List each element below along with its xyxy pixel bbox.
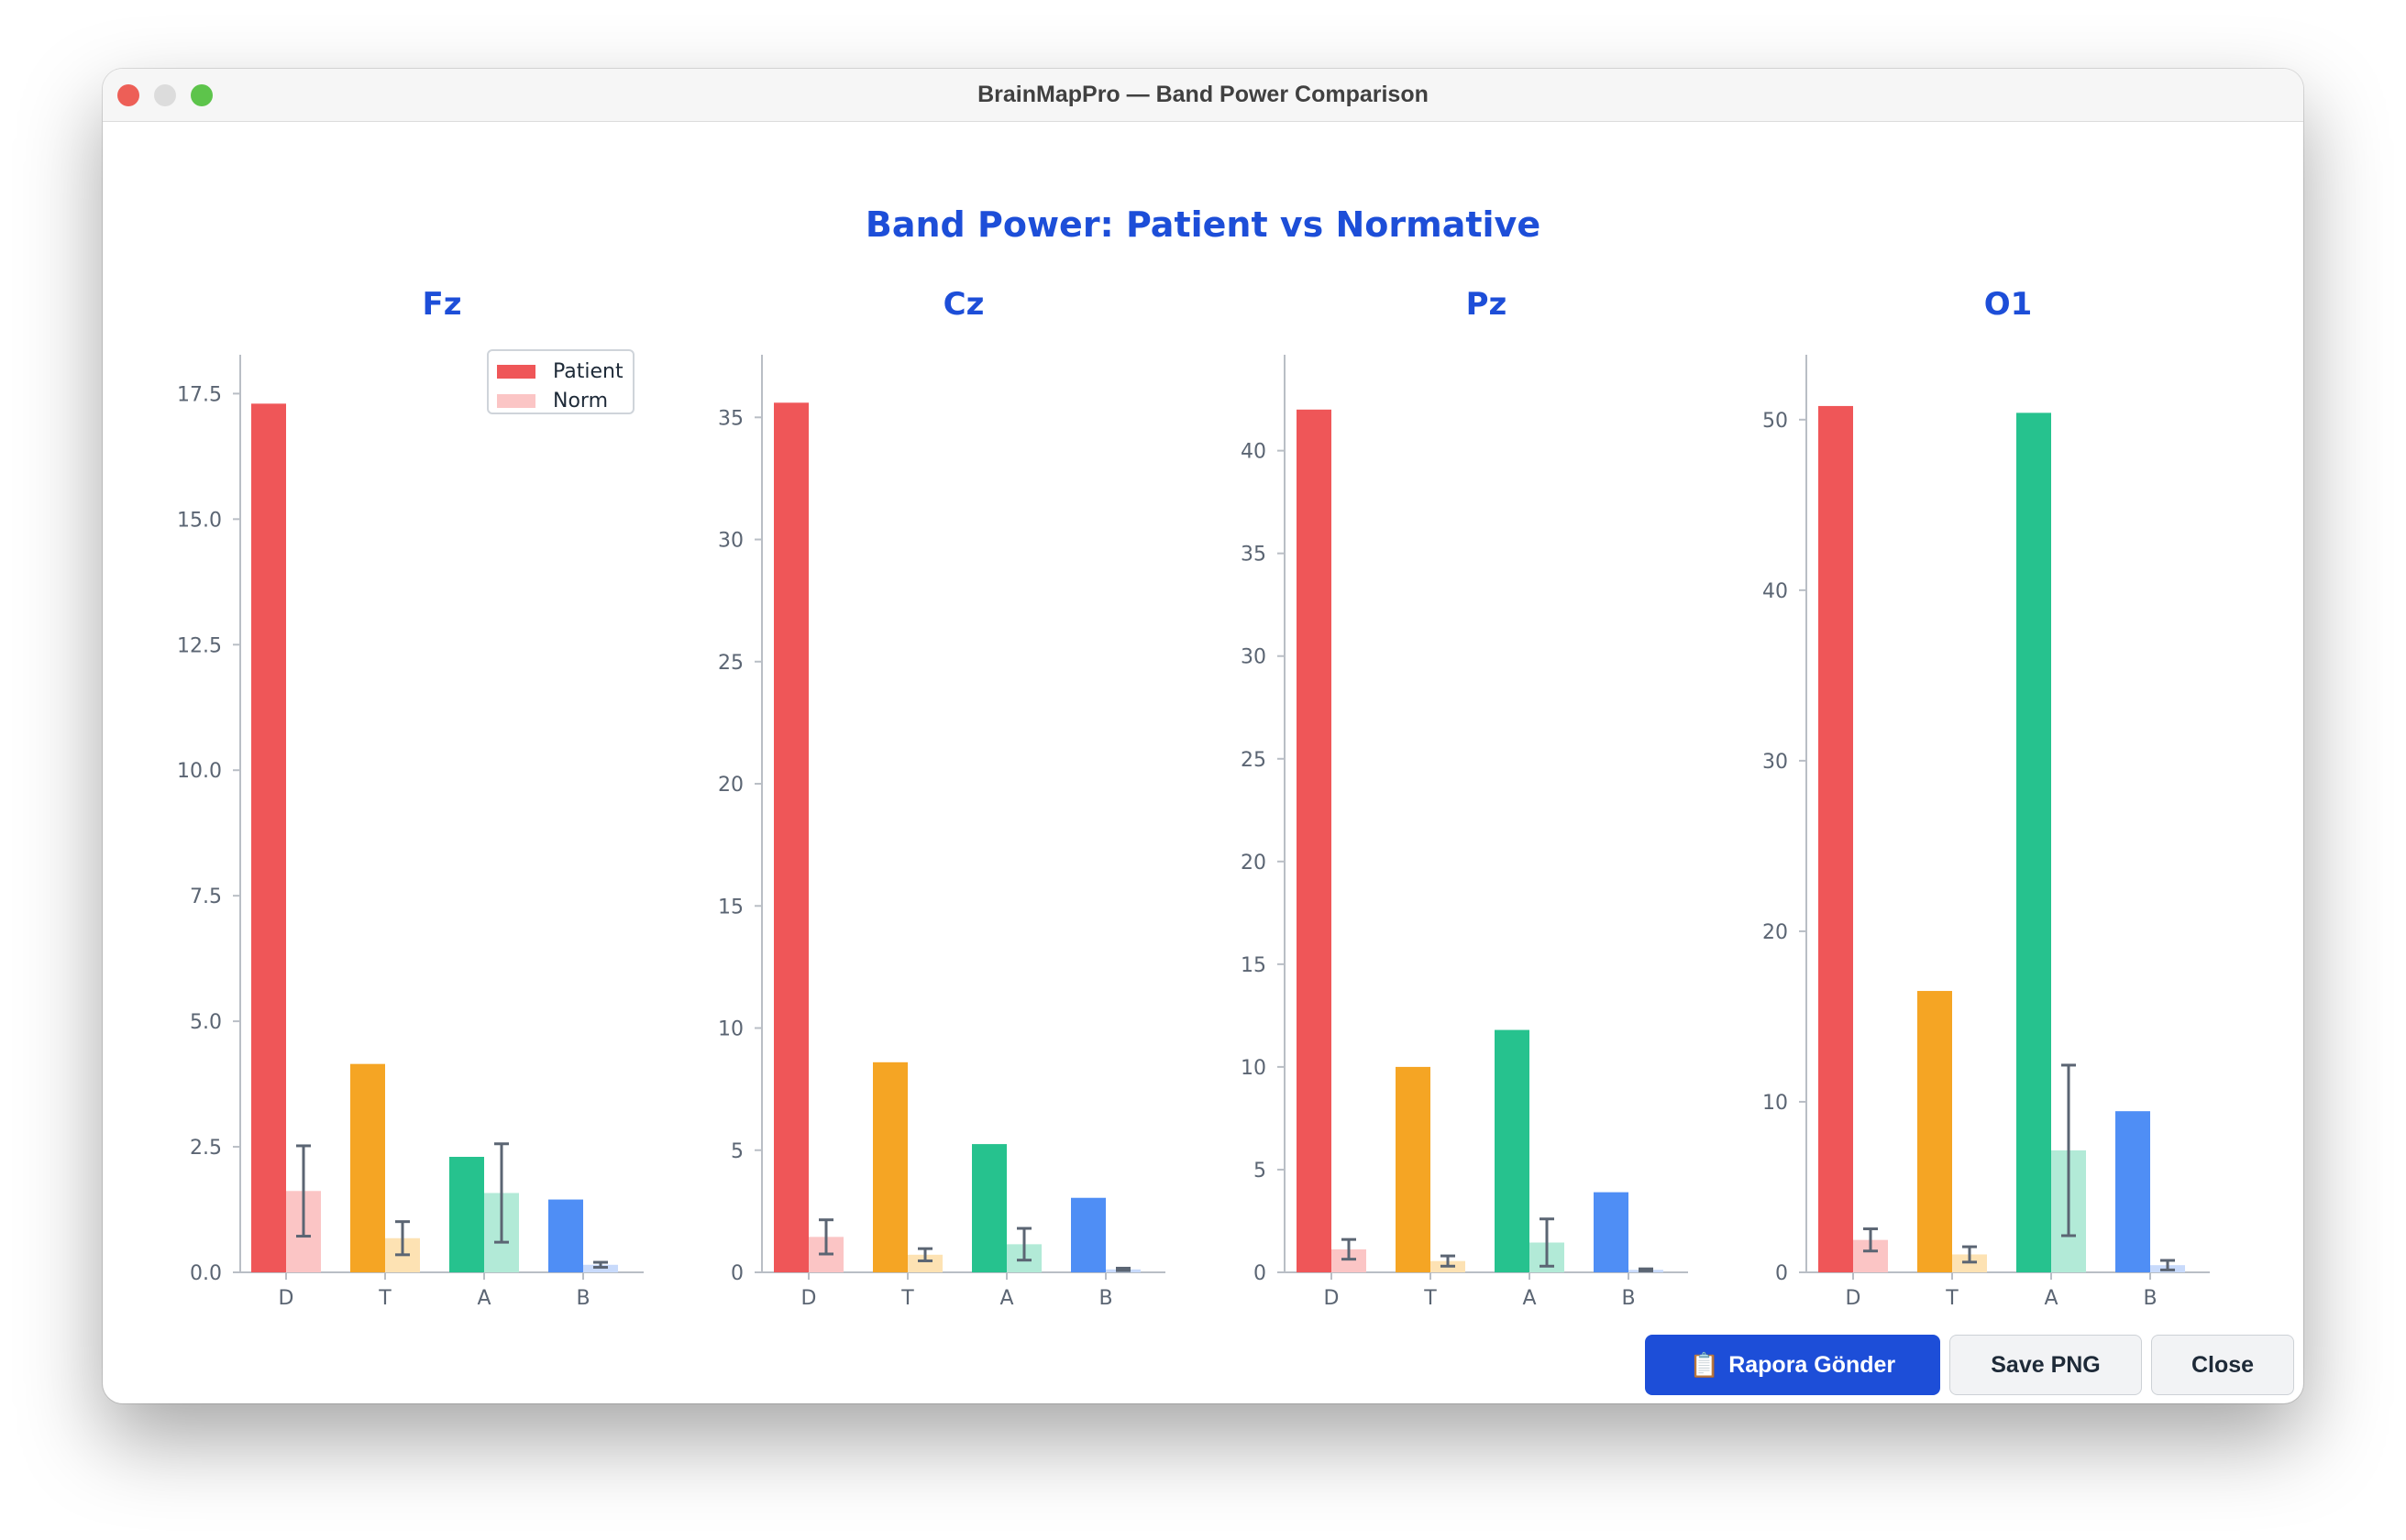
window-maximize-button[interactable]	[191, 84, 213, 106]
legend-label-norm: Norm	[553, 390, 608, 412]
band-power-figure: Band Power: Patient vs Normative Fz 0.0 2.…	[177, 204, 2210, 1310]
y-tick-label: 30	[1241, 646, 1266, 669]
x-tick-label: T	[1423, 1287, 1437, 1310]
save-png-label: Save PNG	[1991, 1351, 2101, 1378]
y-tick-label: 35	[1241, 544, 1266, 566]
y-tick-label: 20	[718, 774, 744, 797]
x-tick-label: A	[477, 1287, 491, 1310]
patient-bar	[1818, 405, 1853, 1272]
y-tick-label: 7.5	[190, 886, 222, 908]
x-tick-label: A	[1522, 1287, 1536, 1310]
patient-bar	[1495, 1029, 1529, 1272]
title-bar: BrainMapPro — Band Power Comparison	[103, 69, 2303, 122]
y-tick-label: 0	[1253, 1262, 1266, 1285]
x-tick-label: D	[1846, 1287, 1861, 1310]
y-tick-label: 5	[1253, 1160, 1266, 1182]
save-png-button[interactable]: Save PNG	[1949, 1335, 2142, 1395]
y-tick-label: 17.5	[177, 383, 222, 406]
legend-swatch-patient	[497, 365, 535, 379]
chart-panel-fz: Fz 0.0 2.5 5.0 7.5 10.0 12.5 15.0 17.5 D T A B Patien…	[177, 286, 644, 1310]
chart-panel-cz: Cz 0 5 10 15 20 25 30 35 D T A B	[718, 286, 1165, 1310]
patient-bar	[873, 1062, 908, 1272]
norm-bar	[908, 1254, 943, 1272]
y-tick-label: 15	[1241, 954, 1266, 977]
x-tick-label: D	[1324, 1287, 1340, 1310]
y-tick-label: 5	[731, 1140, 744, 1163]
x-tick-label: B	[1621, 1287, 1635, 1310]
legend-label-patient: Patient	[553, 360, 624, 383]
y-tick-label: 40	[1241, 441, 1266, 464]
y-tick-label: 0	[1775, 1262, 1788, 1285]
patient-bar	[449, 1157, 484, 1272]
chart-title: Cz	[944, 286, 985, 323]
x-tick-label: B	[2143, 1287, 2157, 1310]
x-tick-label: T	[1945, 1287, 1959, 1310]
send-to-report-button[interactable]: 📋 Rapora Gönder	[1645, 1335, 1940, 1395]
patient-bar	[1297, 409, 1331, 1272]
window-close-button[interactable]	[117, 84, 139, 106]
y-tick-label: 5.0	[190, 1011, 222, 1034]
y-tick-label: 10	[1762, 1092, 1788, 1115]
app-window: BrainMapPro — Band Power Comparison Band…	[103, 69, 2303, 1403]
x-tick-label: D	[279, 1287, 294, 1310]
patient-bar	[1594, 1192, 1628, 1272]
clipboard-icon: 📋	[1689, 1350, 1720, 1379]
figure-title: Band Power: Patient vs Normative	[866, 204, 1540, 245]
chart-title: Pz	[1466, 286, 1507, 323]
patient-bar	[2016, 412, 2051, 1272]
y-tick-label: 0	[731, 1262, 744, 1285]
close-label: Close	[2191, 1351, 2255, 1378]
patient-bar	[774, 402, 809, 1272]
window-minimize-button[interactable]	[154, 84, 176, 106]
y-tick-label: 0.0	[190, 1262, 222, 1285]
x-tick-label: T	[378, 1287, 392, 1310]
patient-bar	[251, 403, 286, 1272]
y-tick-label: 10	[1241, 1057, 1266, 1080]
y-tick-label: 25	[1241, 749, 1266, 772]
patient-bar	[1071, 1197, 1106, 1272]
x-tick-label: B	[576, 1287, 590, 1310]
y-tick-label: 12.5	[177, 634, 222, 657]
chart-title: O1	[1984, 286, 2033, 323]
y-tick-label: 30	[1762, 751, 1788, 774]
y-tick-label: 10.0	[177, 760, 222, 783]
y-tick-label: 15	[718, 896, 744, 918]
patient-bar	[972, 1144, 1007, 1272]
chart-panel-o1: O1 0 10 20 30 40 50 D T A B	[1762, 286, 2210, 1310]
x-tick-label: A	[2044, 1287, 2058, 1310]
y-tick-label: 10	[718, 1018, 744, 1041]
patient-bar	[2115, 1111, 2150, 1272]
y-tick-label: 2.5	[190, 1137, 222, 1160]
send-to-report-label: Rapora Gönder	[1728, 1351, 1896, 1378]
x-tick-label: B	[1098, 1287, 1112, 1310]
chart-title: Fz	[422, 286, 461, 323]
patient-bar	[1396, 1066, 1430, 1272]
y-tick-label: 50	[1762, 410, 1788, 433]
chart-legend: Patient Norm	[487, 349, 635, 414]
patient-bar	[548, 1199, 583, 1272]
chart-panel-pz: Pz 0 5 10 15 20 25 30 35 40 D T A B	[1241, 286, 1688, 1310]
x-tick-label: T	[900, 1287, 914, 1310]
y-tick-label: 30	[718, 530, 744, 553]
close-button[interactable]: Close	[2151, 1335, 2294, 1395]
legend-swatch-norm	[497, 394, 535, 408]
patient-bar	[350, 1063, 385, 1272]
window-title: BrainMapPro — Band Power Comparison	[977, 82, 1429, 107]
x-tick-label: A	[999, 1287, 1013, 1310]
y-tick-label: 35	[718, 407, 744, 430]
y-tick-label: 40	[1762, 580, 1788, 603]
y-tick-label: 20	[1241, 852, 1266, 874]
y-tick-label: 25	[718, 652, 744, 675]
y-tick-label: 20	[1762, 921, 1788, 944]
x-tick-label: D	[801, 1287, 817, 1310]
y-tick-label: 15.0	[177, 509, 222, 532]
patient-bar	[1917, 991, 1952, 1272]
